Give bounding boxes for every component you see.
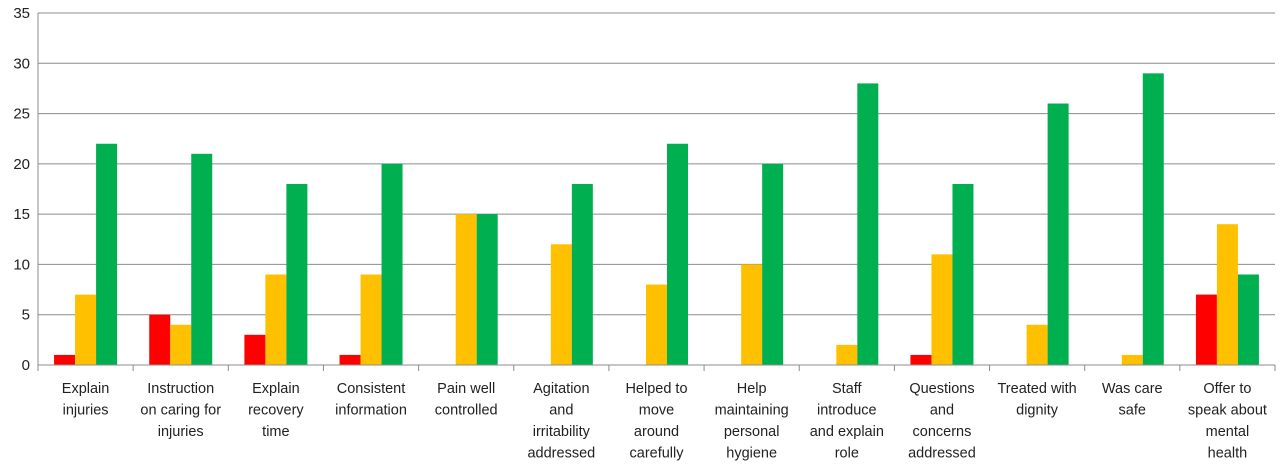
bar: [1121, 354, 1143, 365]
x-tick-label: Explain recovery time: [248, 381, 304, 440]
x-tick-label: Pain well controlled: [435, 381, 498, 419]
bar: [952, 183, 974, 365]
bar: [1026, 324, 1048, 365]
bar: [857, 83, 879, 366]
y-tick-label: 20: [13, 156, 30, 173]
y-tick-label: 35: [13, 5, 30, 22]
y-axis: 0 5 10 15 20 25 30 35: [13, 5, 39, 374]
bar: [455, 214, 477, 365]
bars: [54, 73, 1259, 366]
y-tick-label: 0: [22, 357, 30, 374]
x-tick-label: Help maintaining personal hygiene: [715, 381, 789, 462]
x-tick-label: Treated with dignity: [997, 381, 1076, 419]
bar: [286, 183, 308, 365]
bar: [170, 324, 192, 365]
bar: [244, 334, 266, 365]
x-tick-label: Agitation and irritability addressed: [527, 381, 595, 462]
y-tick-label: 15: [13, 206, 30, 223]
x-tick-label: Helped to move around carefully: [625, 381, 687, 462]
bar: [1216, 224, 1238, 365]
x-axis: Explain injuries Instruction on caring for i…: [37, 364, 1276, 462]
bar: [1142, 73, 1164, 365]
bar: [1195, 294, 1217, 365]
bar: [149, 314, 171, 365]
bar: [96, 143, 118, 365]
bar: [339, 354, 361, 365]
x-tick-label: Consistent information: [335, 381, 407, 419]
bar: [54, 354, 76, 365]
bar: [741, 264, 763, 365]
y-tick-label: 30: [13, 55, 30, 72]
bar: [191, 153, 213, 365]
y-tick-label: 25: [13, 106, 30, 123]
x-tick-label: Questions and concerns addressed: [908, 381, 976, 462]
bar: [910, 354, 932, 365]
bar: [265, 274, 287, 365]
y-tick-label: 5: [22, 307, 30, 324]
y-tick-label: 10: [13, 256, 30, 273]
x-tick-label: Offer to speak about mental health: [1188, 381, 1267, 462]
bar: [360, 274, 382, 365]
x-tick-label: Instruction on caring for injuries: [140, 381, 221, 440]
bar: [646, 284, 667, 365]
bar: [931, 254, 953, 365]
bar: [550, 244, 572, 365]
x-tick-label: Explain injuries: [62, 381, 110, 419]
bar: [667, 143, 688, 365]
x-tick-label: Staff introduce and explain role: [810, 381, 884, 462]
x-tick-label: Was care safe: [1102, 381, 1163, 419]
bar: [476, 214, 498, 365]
bar: [571, 183, 593, 365]
bar: [1237, 274, 1259, 365]
bar: [1047, 103, 1069, 365]
bar: [836, 344, 858, 365]
bar: [75, 294, 97, 365]
bar: [762, 163, 784, 365]
gridlines: [38, 12, 1275, 316]
bar: [381, 163, 403, 365]
